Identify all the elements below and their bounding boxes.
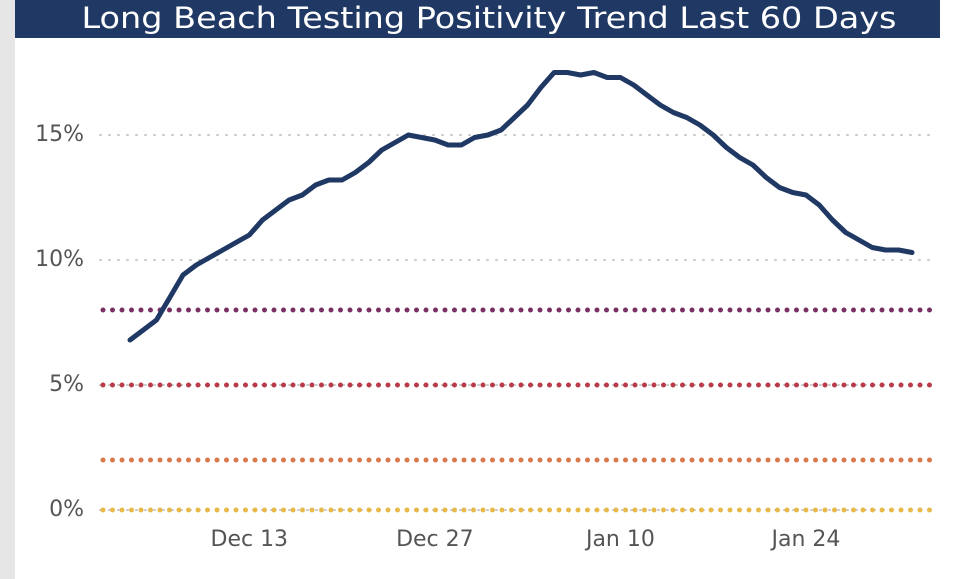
data-line [127, 70, 915, 343]
x-tick-label: Dec 27 [396, 527, 474, 552]
x-tick-label: Jan 10 [584, 527, 655, 552]
y-tick-label: 0% [49, 497, 84, 522]
y-tick-label: 15% [35, 122, 84, 147]
x-tick-label: Dec 13 [211, 527, 289, 552]
y-tick-label: 10% [35, 247, 84, 272]
x-tick-label: Jan 24 [770, 527, 841, 552]
side-strip [0, 0, 15, 579]
y-tick-label: 5% [49, 372, 84, 397]
title-bar [15, 0, 940, 38]
chart-title: Long Beach Testing Positivity Trend Last… [82, 1, 897, 35]
